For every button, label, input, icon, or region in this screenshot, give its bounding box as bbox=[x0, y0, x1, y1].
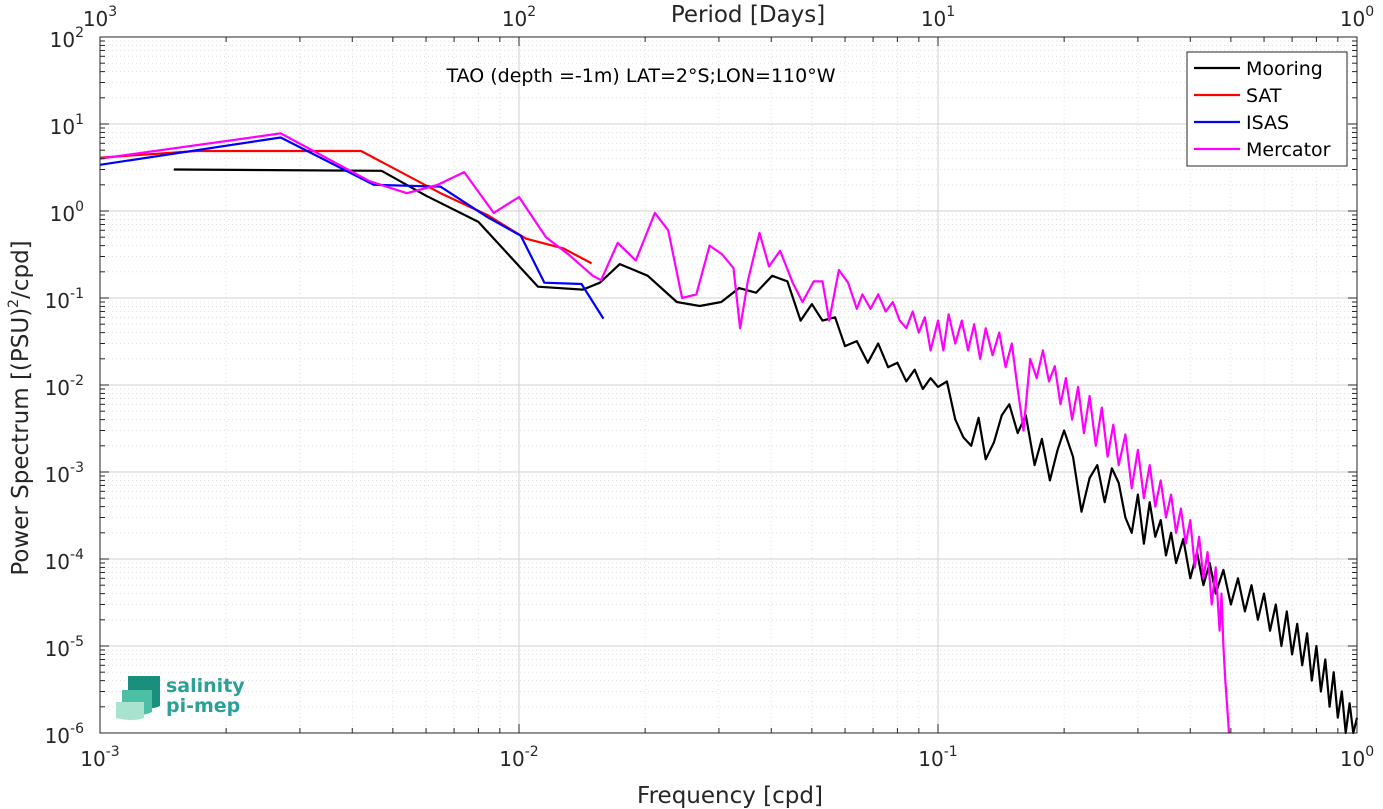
x-tick-label-base: 10 bbox=[499, 747, 524, 771]
legend-label-sat: SAT bbox=[1246, 85, 1282, 107]
top-tick-label-base: 10 bbox=[921, 7, 946, 31]
x-tick-label-exponent: -1 bbox=[944, 744, 958, 760]
y-tick-label: 10-2 bbox=[45, 373, 84, 400]
series-line-mooring bbox=[173, 168, 1359, 735]
y-axis-label: Power Spectrum [(PSU)2/cpd] bbox=[6, 240, 34, 575]
top-tick-label: 102 bbox=[502, 4, 536, 31]
top-axis-label: Period [Days] bbox=[671, 2, 825, 28]
x-tick-label: 100 bbox=[1340, 744, 1374, 771]
legend: Mooring SAT ISAS Mercator bbox=[1186, 51, 1348, 167]
x-tick-label-exponent: -3 bbox=[106, 744, 120, 760]
y-tick-label-exponent: -6 bbox=[70, 721, 84, 737]
y-tick-label-base: 10 bbox=[45, 289, 70, 313]
logo-text-line2: pi-mep bbox=[166, 695, 240, 717]
y-tick-label-base: 10 bbox=[45, 637, 70, 661]
x-tick-label-base: 10 bbox=[1340, 747, 1365, 771]
logo-emblem bbox=[116, 676, 160, 720]
legend-label-isas: ISAS bbox=[1246, 112, 1289, 134]
x-tick-label: 10-3 bbox=[80, 744, 119, 771]
y-tick-label-base: 10 bbox=[45, 463, 70, 487]
y-axis-label-end: /cpd] bbox=[8, 240, 34, 299]
legend-label-mooring: Mooring bbox=[1246, 58, 1323, 80]
y-tick-label-exponent: -5 bbox=[70, 634, 84, 650]
y-tick-label: 10-6 bbox=[45, 721, 85, 748]
top-tick-label: 100 bbox=[1340, 4, 1374, 31]
top-tick-label-exponent: 2 bbox=[527, 4, 536, 20]
y-tick-label: 10-5 bbox=[45, 634, 84, 661]
legend-entries: Mooring SAT ISAS Mercator bbox=[1194, 58, 1331, 161]
chart-title: TAO (depth =-1m) LAT=2°S;LON=110°W bbox=[445, 65, 835, 87]
x-axis-label: Frequency [cpd] bbox=[637, 783, 823, 809]
y-tick-label: 102 bbox=[50, 25, 84, 52]
y-tick-label-exponent: -3 bbox=[70, 460, 84, 476]
top-tick-label-exponent: 0 bbox=[1365, 4, 1374, 20]
tick-marks bbox=[99, 36, 1358, 734]
top-tick-label: 103 bbox=[83, 4, 117, 31]
y-tick-label-base: 10 bbox=[45, 724, 70, 748]
x-tick-label: 10-2 bbox=[499, 744, 538, 771]
y-tick-label-exponent: 0 bbox=[75, 199, 84, 215]
top-tick-label-exponent: 1 bbox=[946, 4, 955, 20]
y-tick-label: 100 bbox=[50, 199, 84, 226]
y-tick-label-base: 10 bbox=[50, 202, 75, 226]
y-tick-label-exponent: -2 bbox=[70, 373, 84, 389]
y-tick-label-base: 10 bbox=[50, 115, 75, 139]
x-tick-label-base: 10 bbox=[918, 747, 943, 771]
x-tick-label-base: 10 bbox=[80, 747, 105, 771]
series-line-isas bbox=[99, 136, 605, 320]
logo-text-line1: salinity bbox=[166, 675, 245, 697]
legend-box bbox=[1186, 51, 1348, 167]
y-axis-label-superscript: 2 bbox=[6, 299, 22, 308]
y-axis-label-main: Power Spectrum [(PSU) bbox=[8, 308, 34, 576]
top-tick-label: 101 bbox=[921, 4, 955, 31]
y-tick-label-exponent: -1 bbox=[70, 286, 84, 302]
top-tick-labels: 103 102 101 100 bbox=[83, 4, 1374, 31]
top-tick-label-base: 10 bbox=[83, 7, 108, 31]
y-tick-label: 10-1 bbox=[45, 286, 84, 313]
y-tick-label-exponent: 2 bbox=[75, 25, 84, 41]
y-tick-label-exponent: 1 bbox=[75, 112, 84, 128]
salinity-pi-mep-logo: salinity pi-mep bbox=[116, 675, 245, 720]
series-layer bbox=[99, 132, 1359, 735]
x-tick-label: 10-1 bbox=[918, 744, 957, 771]
x-tick-label-exponent: -2 bbox=[525, 744, 539, 760]
y-tick-label: 101 bbox=[50, 112, 84, 139]
x-tick-labels: 10-3 10-2 10-1 100 bbox=[80, 744, 1374, 771]
y-tick-label-base: 10 bbox=[50, 28, 75, 52]
y-tick-label-base: 10 bbox=[45, 376, 70, 400]
top-tick-label-exponent: 3 bbox=[108, 4, 117, 20]
series-line-mercator bbox=[99, 132, 1231, 734]
top-tick-label-base: 10 bbox=[502, 7, 527, 31]
y-tick-label-exponent: -4 bbox=[70, 547, 84, 563]
top-tick-label-base: 10 bbox=[1340, 7, 1365, 31]
y-tick-label: 10-4 bbox=[45, 547, 85, 574]
x-tick-label-exponent: 0 bbox=[1365, 744, 1374, 760]
y-tick-label-base: 10 bbox=[45, 550, 70, 574]
legend-label-mercator: Mercator bbox=[1246, 139, 1331, 161]
y-tick-label: 10-3 bbox=[45, 460, 84, 487]
